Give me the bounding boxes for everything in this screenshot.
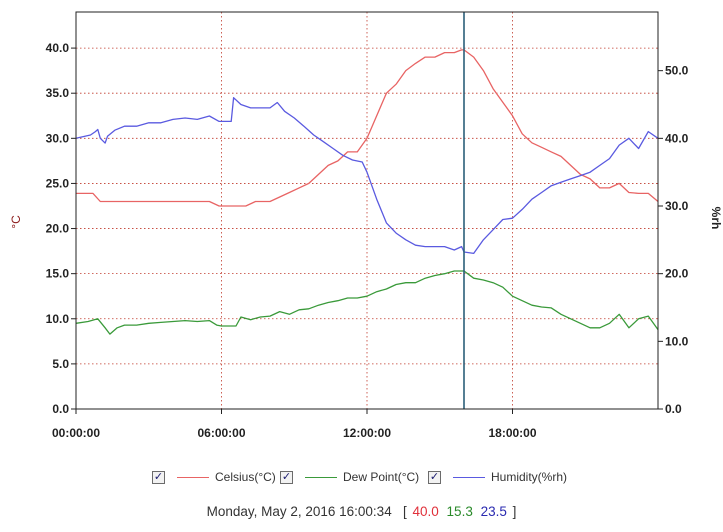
humidity-checkbox[interactable]: ✓ — [428, 470, 441, 484]
celsius-swatch — [177, 476, 209, 478]
line-chart: 0.0 5.0 10.0 15.0 20.0 25.0 30.0 35.0 40.0 0.0 10… — [9, 11, 723, 440]
right-axis-ticks: 0.0 10.0 20.0 30.0 40.0 50.0 — [658, 64, 689, 416]
left-axis-ticks: 0.0 5.0 10.0 15.0 20.0 25.0 30.0 35.0 40.0 — [46, 41, 76, 416]
readout-humidity: 23.5 — [480, 504, 507, 519]
x-tick-label: 06:00:00 — [197, 426, 245, 440]
humidity-line — [75, 97, 659, 255]
grid — [76, 12, 658, 409]
right-tick-label: 0.0 — [665, 402, 682, 416]
right-tick-label: 50.0 — [665, 64, 689, 78]
humidity-legend-label: Humidity(%rh) — [491, 470, 568, 484]
humidity-swatch — [453, 476, 485, 478]
readout-close-bracket: ] — [512, 504, 517, 519]
x-axis-ticks: 00:00:00 06:00:00 12:00:00 18:00:00 — [52, 409, 537, 440]
dewpoint-checkbox[interactable]: ✓ — [280, 470, 293, 484]
legend-item-dewpoint[interactable]: ✓ Dew Point(°C) — [280, 466, 419, 488]
x-tick-label: 18:00:00 — [488, 426, 536, 440]
left-tick-label: 40.0 — [46, 41, 70, 55]
right-tick-label: 20.0 — [665, 267, 689, 281]
left-tick-label: 10.0 — [46, 312, 70, 326]
readout-datetime: Monday, May 2, 2016 16:00:34 — [206, 504, 392, 519]
readout-dewpoint: 15.3 — [446, 504, 473, 519]
celsius-line — [76, 49, 659, 207]
celsius-checkbox[interactable]: ✓ — [152, 470, 165, 484]
legend-item-celsius[interactable]: ✓ Celsius(°C) — [152, 466, 276, 488]
dewpoint-line — [75, 270, 659, 335]
y-axis-label-right: %rh — [709, 207, 723, 230]
left-tick-label: 25.0 — [46, 176, 70, 190]
legend: ✓ Celsius(°C) ✓ Dew Point(°C) ✓ Humidity… — [0, 466, 723, 488]
celsius-legend-label: Celsius(°C) — [215, 470, 276, 484]
dewpoint-legend-label: Dew Point(°C) — [343, 470, 420, 484]
left-tick-label: 0.0 — [52, 402, 69, 416]
cursor-readout: Monday, May 2, 2016 16:00:34 [ 40.0 15.3… — [0, 504, 723, 519]
readout-celsius: 40.0 — [412, 504, 439, 519]
x-tick-label: 00:00:00 — [52, 426, 100, 440]
readout-open-bracket: [ — [402, 504, 407, 519]
left-tick-label: 15.0 — [46, 267, 70, 281]
y-axis-label-left: °C — [9, 215, 23, 229]
left-tick-label: 30.0 — [46, 131, 70, 145]
legend-item-humidity[interactable]: ✓ Humidity(%rh) — [428, 466, 567, 488]
left-tick-label: 5.0 — [52, 357, 69, 371]
right-tick-label: 40.0 — [665, 131, 689, 145]
series-lines — [75, 49, 659, 335]
right-tick-label: 30.0 — [665, 199, 689, 213]
right-tick-label: 10.0 — [665, 334, 689, 348]
x-tick-label: 12:00:00 — [343, 426, 391, 440]
left-tick-label: 35.0 — [46, 86, 70, 100]
dewpoint-swatch — [305, 476, 337, 478]
left-tick-label: 20.0 — [46, 222, 70, 236]
